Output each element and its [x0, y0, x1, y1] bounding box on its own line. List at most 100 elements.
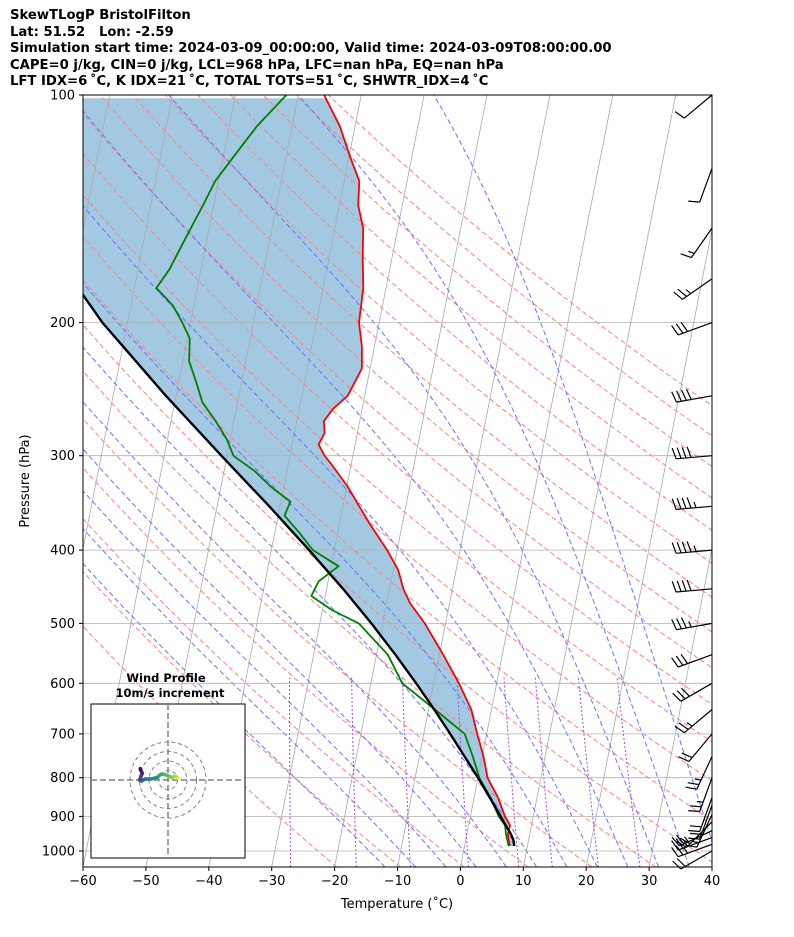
wind-barb-staff [677, 654, 713, 668]
y-tick-label: 900 [50, 810, 75, 825]
wind-barb-full-tick [671, 847, 679, 858]
cape-line: CAPE=0 j/kg, CIN=0 j/kg, LCL=968 hPa, LF… [10, 57, 504, 73]
wind-barb-staff [690, 227, 713, 258]
isotherm-line [271, 95, 425, 867]
hodograph-subtitle: 10m/s increment [116, 686, 225, 700]
wind-barb [673, 278, 713, 300]
wind-barb [685, 814, 713, 848]
wind-barb [688, 797, 713, 833]
wind-barb [671, 617, 713, 631]
wind-barb [680, 227, 713, 259]
wind-barb-full-tick [689, 832, 702, 835]
wind-barb-full-tick [681, 447, 687, 459]
moist-adiabat-line [83, 346, 538, 867]
wind-barb-full-tick [680, 253, 692, 259]
dry-adiabat-line [83, 279, 712, 822]
wind-barb [678, 733, 713, 763]
x-tick-label: −60 [69, 874, 96, 889]
isotherm-line [460, 95, 614, 867]
wind-barb-staff [688, 733, 713, 762]
dry-adiabat-line [230, 95, 712, 499]
dry-adiabat-line [83, 235, 712, 782]
wind-barb-full-tick [686, 446, 692, 458]
y-axis-label: Pressure (hPa) [18, 434, 33, 527]
wind-barb-full-tick [686, 541, 692, 553]
moist-adiabat-line [83, 527, 416, 867]
dry-adiabat-line [83, 112, 712, 669]
cape-shading-layer [83, 98, 515, 846]
wind-barb-full-tick [677, 288, 687, 297]
wind-barb-staff [676, 549, 713, 554]
mixing-ratio-line [577, 677, 599, 867]
parcel-profile-line [83, 292, 516, 847]
wind-barb-full-tick [672, 860, 682, 870]
wind-barb-staff [696, 814, 713, 848]
wind-barb-full-tick [674, 725, 685, 734]
dewpoint-profile-line [155, 95, 510, 847]
x-tick-label: 30 [641, 874, 658, 889]
moist-adiabat-line [83, 110, 629, 867]
wind-barb-staff [699, 168, 713, 203]
wind-barb-full-tick [688, 837, 700, 840]
wind-barb-full-tick [671, 447, 677, 460]
moist-adiabat-line [83, 448, 477, 867]
wind-barb-staff [699, 805, 713, 840]
dry-adiabat-line [83, 370, 657, 867]
wind-barb-staff [682, 278, 713, 300]
wind-barb [671, 497, 713, 510]
moist-adiabat-line [83, 490, 447, 867]
wind-barb-full-tick [676, 834, 685, 845]
wind-barb [671, 446, 713, 460]
moist-adiabat-line [168, 95, 659, 867]
x-tick-label: 20 [578, 874, 595, 889]
wind-barb-full-tick [674, 111, 685, 119]
dry-adiabat-line [164, 95, 712, 564]
isotherm-line [334, 95, 488, 867]
x-tick-label: 40 [704, 874, 721, 889]
x-tick-label: 10 [515, 874, 532, 889]
wind-barb-half-tick [694, 778, 702, 781]
wind-barb-staff [676, 395, 713, 403]
wind-barb [674, 709, 713, 734]
wind-barb-full-tick [675, 845, 684, 856]
wind-barb [688, 168, 713, 203]
wind-barb-full-tick [678, 756, 690, 763]
y-tick-label: 700 [50, 727, 75, 742]
dry-adiabat-line [83, 518, 465, 867]
axes-layer: −60 −50 −40 −30 −20 −10 0 10 20 30 40 100 200 300 400 5… [42, 89, 720, 890]
wind-barb [671, 541, 713, 554]
wind-barb-full-tick [676, 858, 686, 867]
wind-barb-full-tick [676, 690, 686, 700]
isotherm-line [648, 546, 712, 867]
x-tick-label: −30 [258, 874, 285, 889]
moist-adiabat-line [83, 401, 507, 867]
wind-barb-half-tick [692, 840, 700, 844]
x-tick-label: −40 [195, 874, 222, 889]
wind-barb-half-tick [688, 621, 692, 628]
wind-barb-staff [677, 837, 713, 851]
wind-barb-full-tick [680, 321, 689, 332]
wind-barb-half-tick [688, 250, 695, 255]
time-line: Simulation start time: 2024-03-09_00:00:… [10, 41, 612, 57]
wind-barb-full-tick [675, 655, 684, 666]
wind-barb-full-tick [671, 325, 679, 336]
moist-adiabat-line [83, 562, 386, 867]
mixing-ratio-line [616, 677, 641, 867]
wind-barb-staff [699, 777, 713, 812]
mixing-ratio-line [401, 677, 411, 867]
isotherm-line [711, 864, 712, 867]
wind-barb-full-tick [676, 541, 682, 554]
wind-barb-full-tick [671, 542, 677, 554]
dry-adiabat-line [83, 324, 712, 863]
wind-barb [672, 682, 713, 702]
wind-barb-full-tick [676, 841, 687, 848]
wind-barb-half-tick [684, 836, 689, 843]
wind-barb-staff [699, 797, 713, 832]
moist-adiabat-line [83, 282, 568, 867]
y-tick-label: 400 [50, 544, 75, 559]
dry-adiabat-line [83, 152, 712, 705]
wind-barb-full-tick [680, 653, 689, 664]
wind-barb-full-tick [678, 722, 689, 730]
wind-barb-full-tick [676, 618, 683, 630]
wind-barb-half-tick [696, 800, 704, 803]
